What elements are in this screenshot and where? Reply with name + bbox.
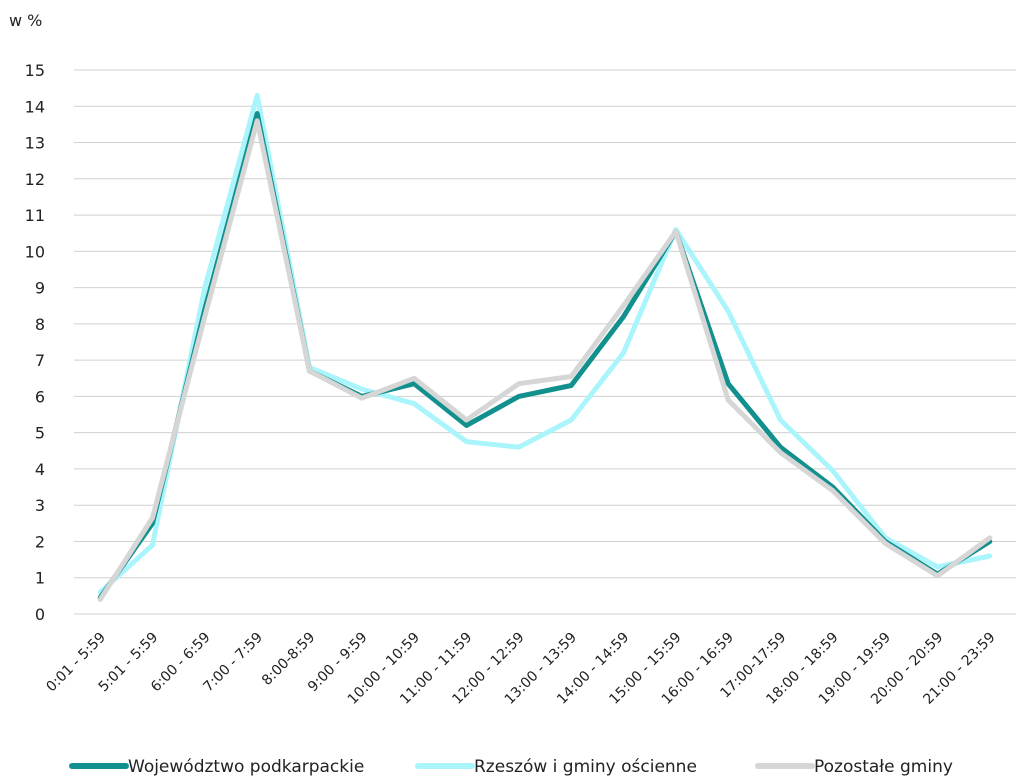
y-tick-label: 10	[25, 242, 45, 261]
legend-label: Rzeszów i gminy ościenne	[474, 757, 697, 777]
x-axis-ticks: 0:01 - 5:595:01 - 5:596:00 - 6:597:00 - …	[43, 630, 998, 708]
series-line-2	[97, 118, 993, 602]
legend-label: Województwo podkarpackie	[128, 757, 364, 777]
y-tick-label: 3	[35, 496, 45, 515]
y-tick-label: 8	[35, 315, 45, 334]
series-lines	[97, 92, 993, 602]
series-line-1	[97, 92, 993, 595]
y-tick-label: 0	[35, 605, 45, 624]
y-tick-label: 6	[35, 387, 45, 406]
y-tick-label: 14	[25, 97, 45, 116]
y-tick-label: 5	[35, 424, 45, 443]
y-tick-label: 4	[35, 460, 45, 479]
y-tick-label: 13	[25, 134, 45, 153]
y-tick-label: 11	[25, 206, 45, 225]
y-tick-label: 2	[35, 532, 45, 551]
y-tick-label: 12	[25, 170, 45, 189]
legend-label: Pozostałe gminy	[814, 757, 953, 777]
legend: Województwo podkarpackie Rzeszów i gminy …	[69, 757, 953, 777]
y-tick-label: 15	[25, 61, 45, 80]
y-tick-label: 9	[35, 279, 45, 298]
y-axis-unit-label: w %	[9, 11, 42, 30]
y-tick-label: 7	[35, 351, 45, 370]
y-tick-label: 1	[35, 569, 45, 588]
